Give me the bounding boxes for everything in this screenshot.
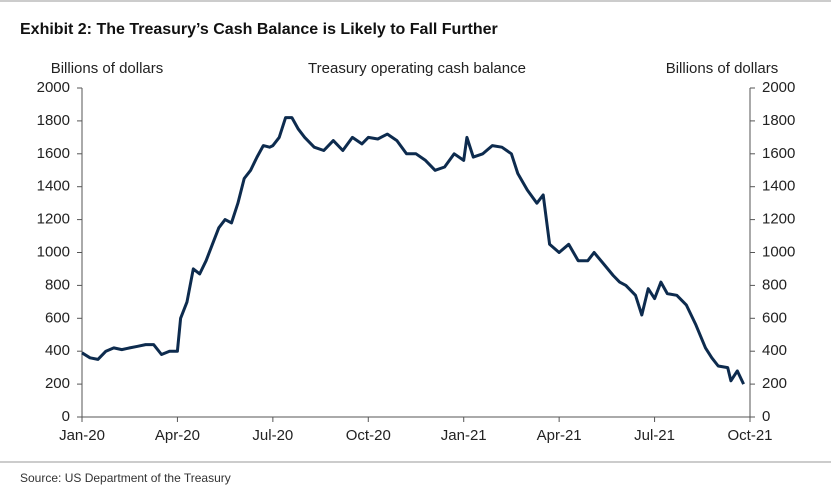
y2-tick-label: 600	[762, 309, 787, 326]
chart-subtitle: Treasury operating cash balance	[308, 60, 526, 77]
chart-title: Exhibit 2: The Treasury’s Cash Balance i…	[20, 21, 498, 38]
y-tick-label: 1800	[37, 112, 70, 129]
y2-tick-label: 1800	[762, 112, 795, 129]
y-tick-label: 1600	[37, 145, 70, 162]
y-tick-label: 600	[45, 309, 70, 326]
source: Source: US Department of the Treasury	[20, 471, 231, 485]
y-tick-label: 0	[62, 408, 70, 425]
x-tick-label: Apr-20	[155, 427, 200, 444]
y2-tick-label: 0	[762, 408, 770, 425]
x-tick-label: Jul-20	[252, 427, 293, 444]
y2-tick-label: 1600	[762, 145, 795, 162]
y2-tick-label: 1400	[762, 178, 795, 195]
y-tick-label: 1000	[37, 243, 70, 260]
x-tick-label: Jul-21	[634, 427, 675, 444]
y2-axis-label: Billions of dollars	[666, 60, 779, 77]
y-tick-label: 200	[45, 375, 70, 392]
x-tick-label: Oct-21	[727, 427, 772, 444]
y2-tick-label: 1000	[762, 243, 795, 260]
series-line	[81, 116, 745, 385]
y-tick-label: 400	[45, 342, 70, 359]
x-tick-label: Jan-20	[59, 427, 105, 444]
y-tick-label: 1400	[37, 178, 70, 195]
y2-tick-label: 800	[762, 276, 787, 293]
y-tick-label: 1200	[37, 211, 70, 228]
y-axis-label: Billions of dollars	[51, 60, 164, 77]
y-tick-label: 2000	[37, 79, 70, 96]
y2-tick-label: 2000	[762, 79, 795, 96]
y2-tick-label: 1200	[762, 211, 795, 228]
x-tick-label: Oct-20	[346, 427, 391, 444]
x-tick-label: Jan-21	[441, 427, 487, 444]
y-tick-label: 800	[45, 276, 70, 293]
y2-tick-label: 400	[762, 342, 787, 359]
y2-tick-label: 200	[762, 375, 787, 392]
x-tick-label: Apr-21	[537, 427, 582, 444]
